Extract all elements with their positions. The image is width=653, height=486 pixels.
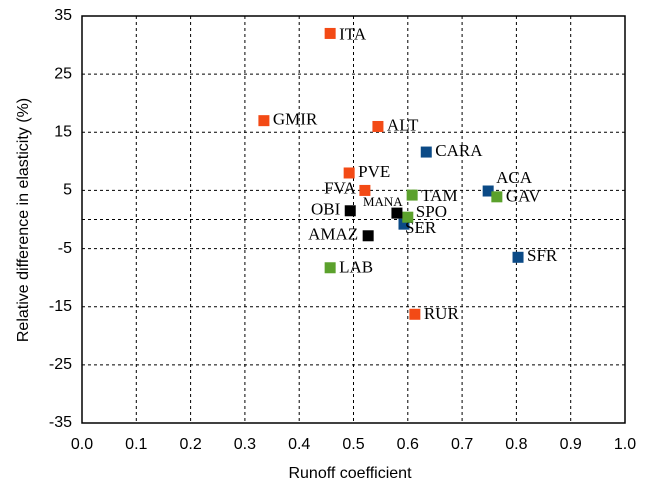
point	[491, 191, 503, 203]
y-tick-label: 35	[54, 7, 72, 24]
y-tick-label: 15	[54, 124, 72, 141]
point-label: FVA	[324, 178, 357, 197]
point-label: RUR	[424, 304, 460, 323]
plot-frame	[81, 15, 626, 424]
y-tick-label: -15	[49, 298, 72, 315]
point	[324, 262, 336, 274]
point-label: SPO	[416, 202, 447, 221]
point-label: GAV	[506, 187, 541, 206]
x-tick-label: 0.4	[288, 436, 310, 453]
x-tick-label: 0.1	[125, 436, 147, 453]
y-tick-label: -5	[58, 240, 72, 257]
point-label: TAM	[421, 186, 457, 205]
y-axis-label: Relative difference in elasticity (%)	[15, 98, 32, 342]
point	[391, 207, 403, 219]
point	[512, 251, 524, 263]
y-tick-label: -25	[49, 356, 72, 373]
point	[406, 189, 418, 201]
point-label: ITA	[339, 24, 367, 43]
point-label: PVE	[358, 162, 390, 181]
point-label: MANA	[363, 194, 403, 209]
point	[359, 184, 371, 196]
y-tick-label: -35	[49, 414, 72, 431]
point-label: SER	[405, 218, 437, 237]
point-label: LAB	[339, 258, 373, 277]
point-label: CARA	[435, 141, 483, 160]
x-axis-label: Runoff coefficient	[288, 465, 412, 482]
x-tick-label: 0.5	[342, 436, 364, 453]
y-tick-label: 5	[63, 182, 72, 199]
point	[402, 211, 414, 223]
point-label: OBI	[311, 200, 341, 219]
point	[398, 218, 410, 230]
point-label: ACA	[496, 168, 533, 187]
x-tick-label: 0.9	[560, 436, 582, 453]
point	[420, 146, 432, 158]
point	[482, 185, 494, 197]
point-label: AMAZ	[308, 225, 358, 244]
x-tick-label: 0.8	[505, 436, 527, 453]
x-tick-label: 1.0	[614, 436, 636, 453]
point-label: GMIR	[273, 110, 318, 129]
point	[344, 205, 356, 217]
point	[324, 27, 336, 39]
point	[343, 167, 355, 179]
x-tick-label: 0.0	[71, 436, 93, 453]
x-tick-label: 0.3	[234, 436, 256, 453]
point	[409, 308, 421, 320]
point	[362, 230, 374, 242]
point	[258, 115, 270, 127]
x-tick-label: 0.6	[397, 436, 419, 453]
point-label: ALT	[387, 115, 419, 134]
point	[372, 120, 384, 132]
y-tick-label: 25	[54, 65, 72, 82]
x-tick-label: 0.7	[451, 436, 473, 453]
point-label: SFR	[527, 246, 558, 265]
x-tick-label: 0.2	[179, 436, 201, 453]
